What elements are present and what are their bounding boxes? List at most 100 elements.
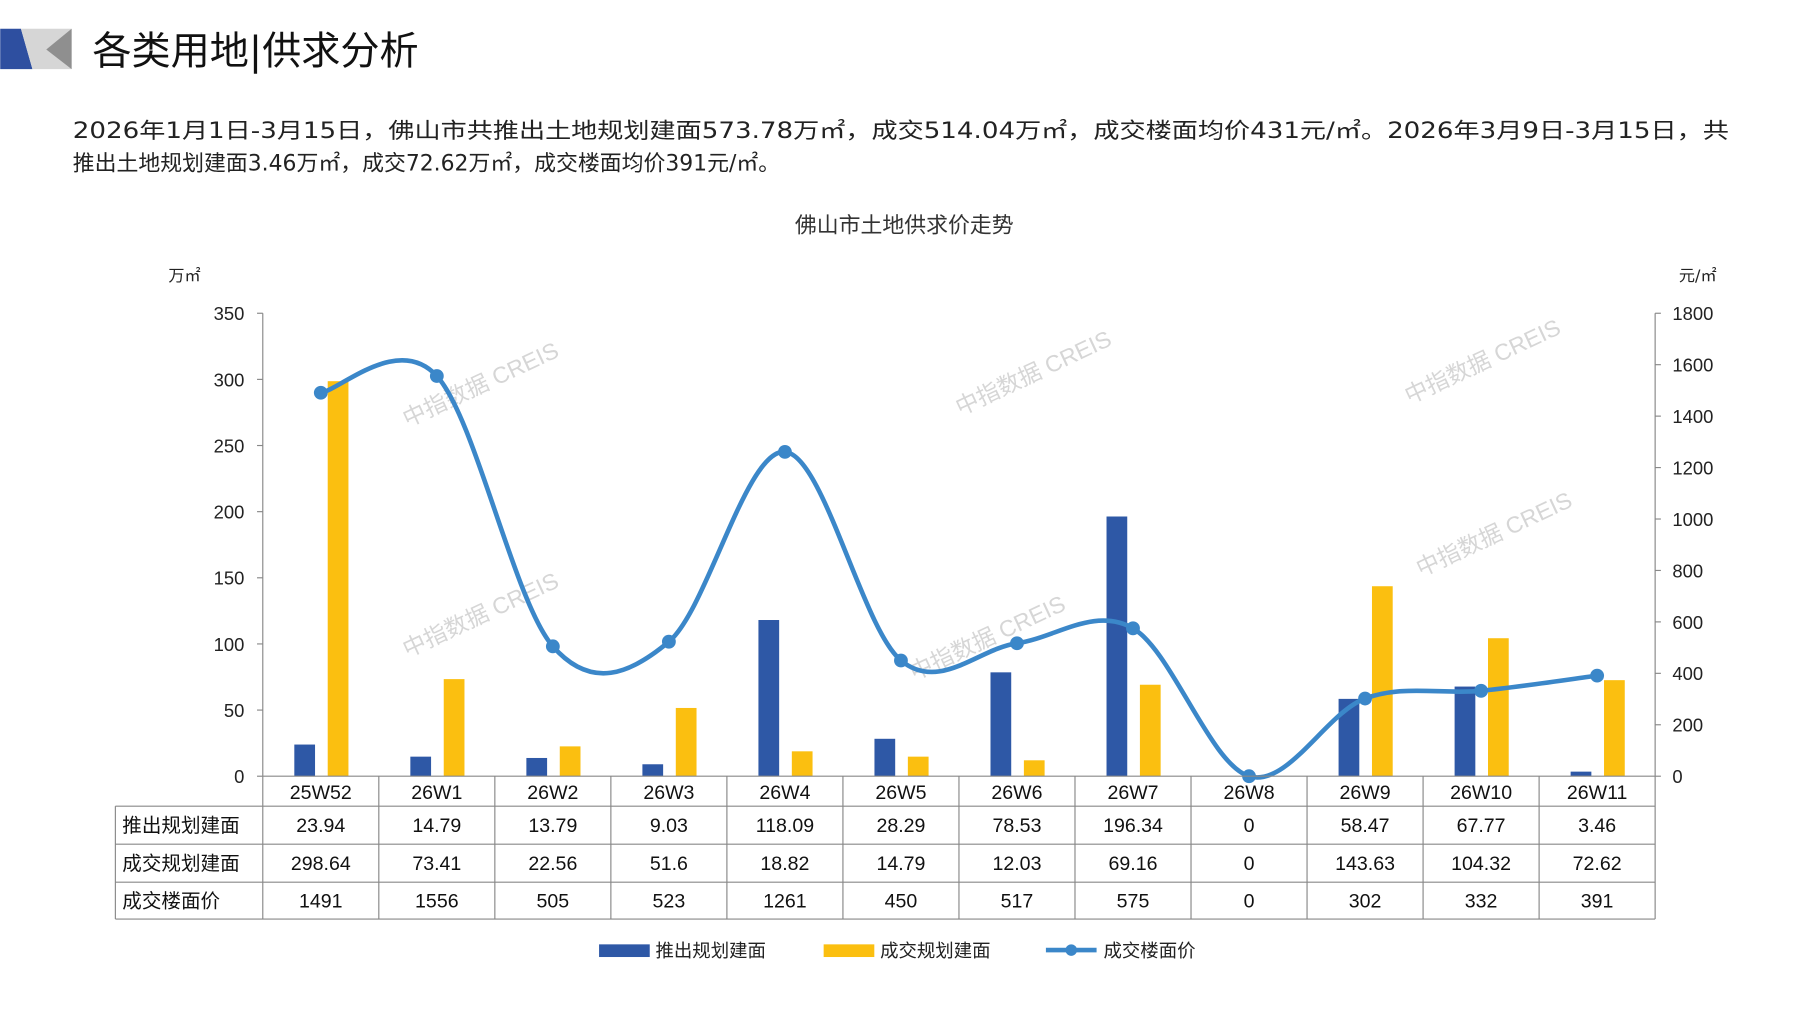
category-label: 26W9 — [1340, 782, 1391, 804]
table-cell: 18.82 — [760, 853, 809, 875]
price-point — [894, 653, 908, 668]
watermarks: 中指数据 CREIS 中指数据 CREIS 中指数据 CREIS 中指数据 CREIS… — [399, 314, 1576, 685]
left-tick-label: 350 — [214, 303, 245, 324]
table-cell: 69.16 — [1109, 853, 1158, 875]
price-point — [313, 385, 328, 400]
watermark: 中指数据 CREIS — [399, 567, 563, 662]
table-cell: 14.79 — [412, 815, 461, 837]
table-cell: 450 — [885, 891, 918, 913]
table-cell: 28.29 — [876, 815, 925, 837]
bar-deal — [327, 381, 349, 777]
bar-supply — [758, 620, 780, 777]
price-point — [545, 639, 560, 654]
right-tick-label: 800 — [1672, 560, 1703, 581]
price-point — [1590, 668, 1605, 683]
table-row-header: 成交规划建面 — [122, 853, 239, 875]
category-label: 26W7 — [1107, 782, 1158, 804]
watermark: 中指数据 CREIS — [1412, 487, 1576, 582]
summary-line-1: 2026年1月1日-3月15日，佛山市共推出土地规划建面573.78万㎡，成交5… — [73, 118, 1729, 144]
table-cell: 0 — [1244, 815, 1255, 837]
table-cell: 22.56 — [528, 853, 577, 875]
category-label: 26W4 — [759, 782, 810, 804]
table-cell: 58.47 — [1341, 815, 1390, 837]
table-cell: 0 — [1244, 853, 1255, 875]
chart-title: 佛山市土地供求价走势 — [795, 214, 1014, 239]
table-cell: 51.6 — [650, 853, 688, 875]
table-cell: 505 — [537, 891, 570, 913]
legend-label-deal: 成交规划建面 — [880, 941, 990, 962]
table-row-header: 成交楼面价 — [122, 891, 220, 913]
table-cell: 1491 — [299, 891, 343, 913]
left-tick-label: 300 — [214, 369, 245, 390]
left-tick-label: 150 — [214, 568, 245, 589]
right-tick-label: 1200 — [1672, 457, 1713, 478]
legend-swatch-supply — [599, 944, 650, 958]
legend: 推出规划建面 成交规划建面 成交楼面价 — [599, 941, 1196, 962]
right-tick-label: 1800 — [1672, 303, 1713, 324]
table-cell: 517 — [1001, 891, 1034, 913]
bars — [294, 381, 1625, 777]
table-cell: 118.09 — [756, 815, 814, 837]
bar-supply — [526, 757, 548, 777]
right-tick-label: 1400 — [1672, 406, 1713, 427]
table-cell: 72.62 — [1573, 853, 1622, 875]
table-cell: 523 — [653, 891, 686, 913]
legend-label-price: 成交楼面价 — [1103, 941, 1195, 962]
left-tick-label: 50 — [224, 700, 244, 721]
watermark: 中指数据 CREIS — [951, 325, 1115, 420]
right-tick-label: 600 — [1672, 612, 1703, 633]
watermark: 中指数据 CREIS — [399, 337, 563, 432]
table-cell: 23.94 — [296, 815, 345, 837]
category-label: 26W11 — [1567, 782, 1628, 804]
right-axis-unit: 元/㎡ — [1679, 266, 1717, 285]
price-point — [429, 369, 444, 383]
left-tick-label: 250 — [214, 435, 245, 456]
legend-marker-price — [1065, 944, 1078, 956]
left-axis-unit: 万㎡ — [168, 266, 200, 285]
logo-icon — [0, 28, 72, 70]
right-tick-label: 1000 — [1672, 509, 1713, 530]
legend-label-supply: 推出规划建面 — [656, 941, 766, 962]
watermark: 中指数据 CREIS — [1400, 314, 1564, 409]
page-title: 各类用地|供求分析 — [92, 29, 418, 74]
table-cell: 3.46 — [1578, 815, 1616, 837]
bar-deal — [907, 756, 929, 777]
bar-supply — [1106, 516, 1128, 777]
bar-supply — [642, 764, 664, 777]
table-cell: 73.41 — [412, 853, 461, 875]
price-point — [1126, 621, 1140, 636]
table-cell: 67.77 — [1457, 815, 1506, 837]
legend-swatch-deal — [823, 944, 875, 958]
bar-deal — [1023, 760, 1045, 777]
data-table: 25W52 26W1 26W2 26W3 26W4 26W5 26W6 26W7 26W8 26W… — [114, 775, 1656, 920]
bar-deal — [1139, 684, 1161, 777]
table-cell: 104.32 — [1451, 853, 1511, 875]
table-cell: 78.53 — [992, 815, 1041, 837]
table-cell: 13.79 — [528, 815, 577, 837]
left-tick-label: 0 — [234, 766, 244, 787]
table-cell: 1261 — [763, 891, 807, 913]
table-cell: 302 — [1349, 891, 1382, 913]
category-label: 26W2 — [527, 782, 578, 804]
bar-supply — [1570, 771, 1592, 777]
right-tick-label: 400 — [1672, 663, 1703, 684]
price-point — [778, 444, 792, 459]
table-cell: 143.63 — [1335, 853, 1395, 875]
summary-line-2: 推出土地规划建面3.46万㎡，成交72.62万㎡，成交楼面均价391元/㎡。 — [73, 150, 780, 176]
left-tick-label: 200 — [214, 502, 245, 523]
left-tick-label: 100 — [214, 634, 245, 655]
right-tick-label: 0 — [1672, 766, 1682, 787]
bar-deal — [1604, 680, 1625, 777]
table-cell: 391 — [1581, 891, 1614, 913]
bar-deal — [443, 679, 465, 777]
table-cell: 14.79 — [876, 853, 925, 875]
bar-supply — [874, 738, 896, 777]
category-label: 26W10 — [1450, 782, 1512, 804]
bar-deal — [1371, 586, 1393, 777]
table-cell: 0 — [1244, 891, 1255, 913]
right-tick-label: 200 — [1672, 715, 1703, 736]
right-tick-label: 1600 — [1672, 355, 1713, 376]
bar-supply — [294, 744, 316, 777]
bar-supply — [410, 756, 432, 777]
